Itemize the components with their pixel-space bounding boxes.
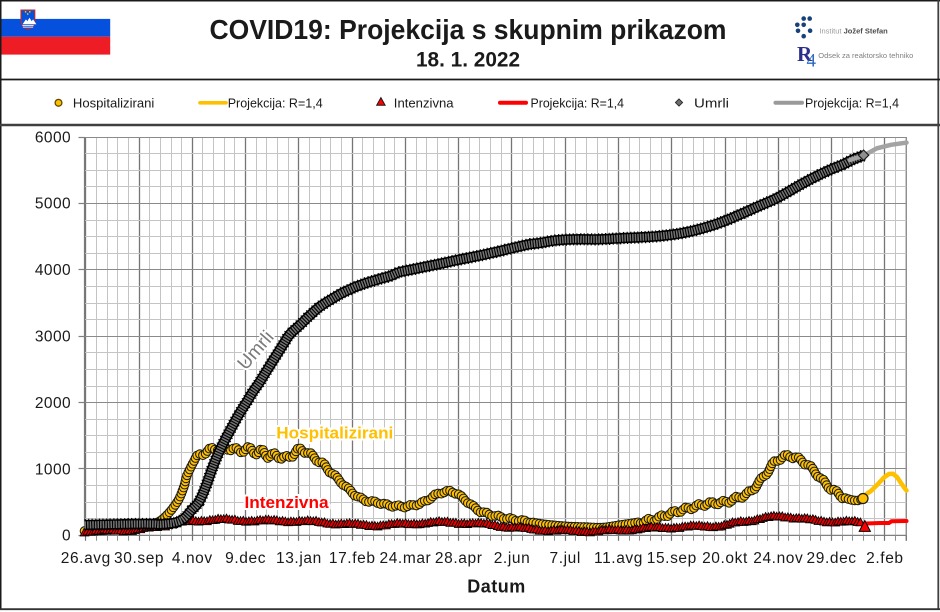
svg-text:24.nov: 24.nov [753, 550, 803, 567]
svg-text:4.nov: 4.nov [172, 550, 213, 567]
svg-text:13.jan: 13.jan [276, 550, 322, 567]
svg-text:0: 0 [62, 528, 71, 545]
svg-text:Odsek za reaktorsko tehniko: Odsek za reaktorsko tehniko [818, 51, 913, 60]
svg-text:18. 1. 2022: 18. 1. 2022 [416, 49, 520, 72]
svg-text:4000: 4000 [35, 262, 71, 279]
svg-text:2000: 2000 [35, 395, 71, 412]
svg-text:2.jun: 2.jun [494, 550, 531, 567]
svg-text:Hospitalizirani: Hospitalizirani [276, 424, 393, 443]
svg-text:Hospitalizirani: Hospitalizirani [73, 95, 155, 110]
svg-text:7.jul: 7.jul [549, 550, 580, 567]
svg-text:Projekcija: R=1,4: Projekcija: R=1,4 [531, 95, 625, 110]
svg-text:26.avg: 26.avg [61, 550, 111, 567]
svg-text:1000: 1000 [35, 461, 71, 478]
svg-text:11.avg: 11.avg [594, 550, 643, 567]
svg-text:5000: 5000 [35, 196, 71, 213]
svg-text:Intenzivna: Intenzivna [245, 493, 330, 512]
svg-text:9.dec: 9.dec [225, 550, 266, 567]
svg-text:15.sep: 15.sep [647, 550, 697, 567]
svg-text:COVID19: Projekcija s skupnim: COVID19: Projekcija s skupnim prikazom [210, 14, 727, 45]
svg-text:24.mar: 24.mar [379, 550, 431, 567]
svg-text:Datum: Datum [467, 577, 526, 597]
svg-text:R: R [797, 42, 813, 66]
svg-text:30.sep: 30.sep [114, 550, 164, 567]
svg-text:29.dec: 29.dec [807, 550, 857, 567]
svg-text:20.okt: 20.okt [702, 550, 748, 567]
svg-text:Umrli: Umrli [694, 95, 729, 110]
svg-text:6000: 6000 [35, 129, 71, 146]
svg-text:Institut Jožef Stefan: Institut Jožef Stefan [819, 27, 888, 36]
svg-text:4: 4 [807, 51, 817, 72]
svg-text:28.apr: 28.apr [435, 550, 483, 567]
svg-text:17.feb: 17.feb [329, 550, 376, 567]
svg-text:2.feb: 2.feb [866, 550, 903, 567]
svg-text:Intenzivna: Intenzivna [394, 95, 455, 110]
svg-text:Projekcija: R=1,4: Projekcija: R=1,4 [805, 95, 899, 110]
svg-text:3000: 3000 [35, 329, 71, 346]
svg-text:Projekcija: R=1,4: Projekcija: R=1,4 [228, 95, 323, 110]
